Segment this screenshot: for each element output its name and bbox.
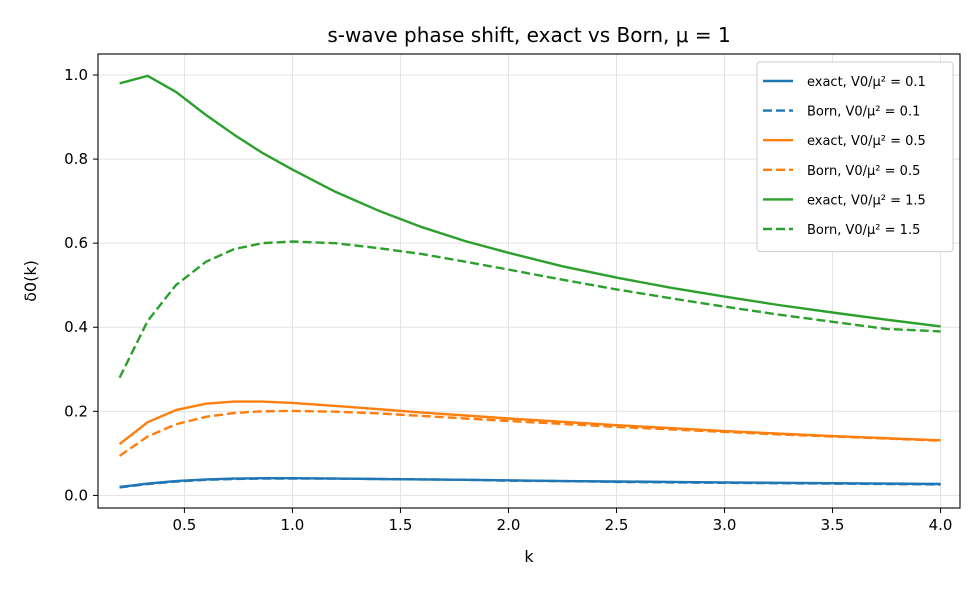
series-lines <box>118 74 941 489</box>
y-tick-label: 0.8 <box>64 150 88 168</box>
x-tick-label: 3.0 <box>713 516 737 534</box>
x-tick-label: 4.0 <box>929 516 953 534</box>
y-tick-label: 0.2 <box>64 402 88 420</box>
series-line-2 <box>118 400 941 446</box>
series-line-1 <box>119 477 941 489</box>
x-axis-label: k <box>524 547 534 566</box>
series-line-4 <box>119 74 941 328</box>
x-tick-label: 1.5 <box>389 516 413 534</box>
x-tick-label: 1.0 <box>281 516 305 534</box>
y-axis-label: δ0(k) <box>21 260 40 302</box>
y-tick-label: 0.6 <box>64 234 88 252</box>
axis-ticks: 0.5 1.0 1.5 2.0 2.5 3.0 3.5 4.0 0.0 0.2 0.4 0.6 0.8 1… <box>64 66 952 534</box>
x-tick-label: 2.5 <box>605 516 629 534</box>
legend-label: exact, V0/μ² = 1.5 <box>807 193 926 208</box>
legend-label: Born, V0/μ² = 0.5 <box>807 164 920 179</box>
plot-frame <box>97 53 961 509</box>
chart-title: s-wave phase shift, exact vs Born, μ = 1 <box>327 23 730 47</box>
series-line-5 <box>118 240 941 379</box>
y-tick-label: 0.0 <box>64 486 88 504</box>
x-tick-label: 2.0 <box>497 516 521 534</box>
legend-label: exact, V0/μ² = 0.5 <box>807 134 926 149</box>
y-tick-label: 1.0 <box>64 66 88 84</box>
legend-label: Born, V0/μ² = 1.5 <box>807 223 920 238</box>
legend-box <box>756 61 954 253</box>
legend-label: exact, V0/μ² = 0.1 <box>807 75 926 90</box>
legend-label: Born, V0/μ² = 0.1 <box>807 105 920 120</box>
legend: exact, V0/μ² = 0.1 Born, V0/μ² = 0.1 exact… <box>756 61 954 253</box>
y-tick-label: 0.4 <box>64 318 88 336</box>
x-tick-label: 0.5 <box>172 516 196 534</box>
x-tick-label: 3.5 <box>821 516 845 534</box>
